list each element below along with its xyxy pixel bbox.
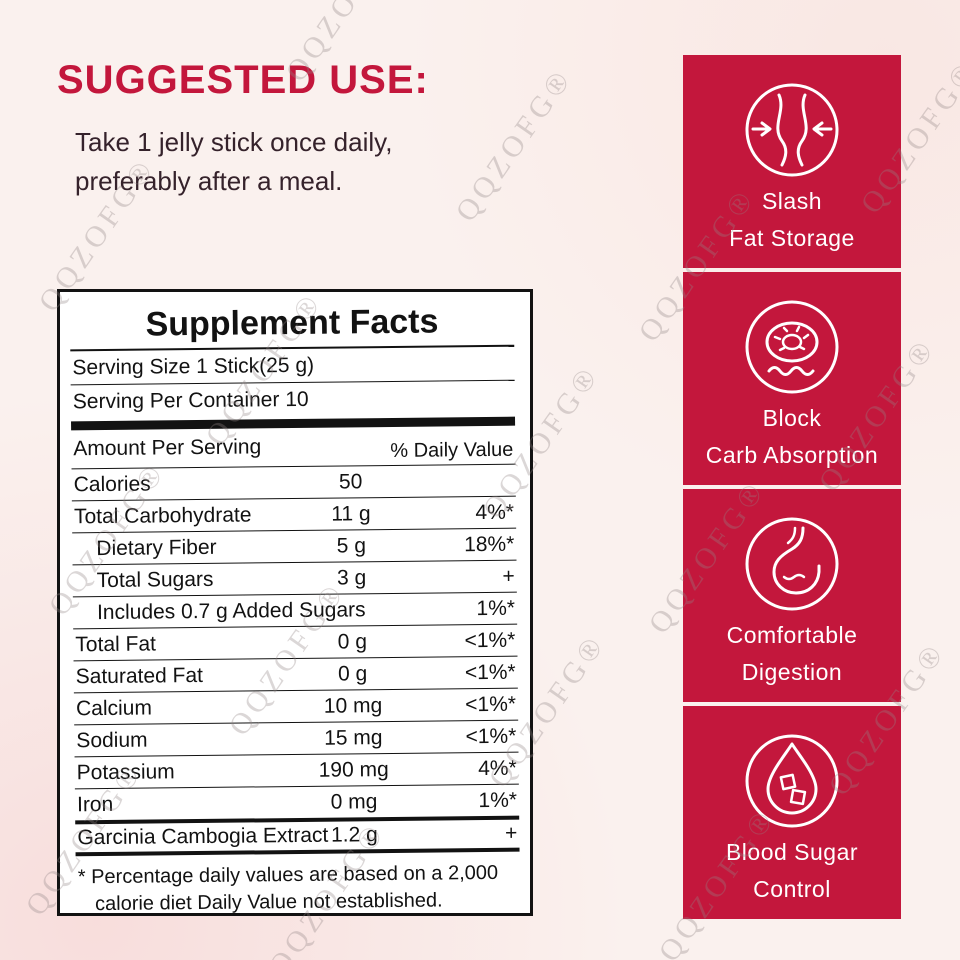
amount-per-serving-header: Amount Per Serving (73, 435, 262, 461)
suggested-use-text: Take 1 jelly stick once daily, preferabl… (57, 123, 617, 201)
table-row: Iron 0 mg 1%* (74, 783, 520, 821)
benefit-card-blood-sugar: Blood Sugar Control (683, 706, 901, 919)
table-row: Includes 0.7 g Added Sugars 1%* (72, 591, 518, 629)
nutrient-amount: 0 g (337, 629, 368, 654)
nutrition-rows: Calories 50 Total Carbohydrate 11 g 4%* Dieta… (71, 463, 520, 853)
table-header: Amount Per Serving % Daily Value (71, 428, 515, 469)
serving-size: Serving Size 1 Stick(25 g) (72, 353, 315, 380)
nutrient-name: Saturated Fat (75, 663, 204, 688)
suggested-use-title: SUGGESTED USE: (57, 58, 429, 102)
table-row: Total Fat 0 g <1%* (73, 623, 518, 661)
benefit-label-line1: Block (762, 405, 822, 431)
nutrient-daily-value: 4%* (475, 500, 515, 524)
nutrient-amount: 15 mg (324, 725, 383, 750)
stomach-icon (742, 514, 842, 614)
benefit-label-line2: Control (753, 876, 831, 902)
benefit-card-digestion: Comfortable Digestion (683, 489, 901, 702)
nutrient-daily-value: 18%* (464, 532, 515, 556)
table-row: Calories 50 (71, 463, 516, 501)
footnote-line1: * Percentage daily values are based on a… (77, 861, 499, 889)
nutrient-amount: 10 mg (323, 693, 383, 718)
nutrient-name: Total Fat (75, 631, 157, 656)
nutrient-amount: 190 mg (318, 757, 389, 782)
nutrient-daily-value: + (504, 821, 518, 845)
nutrient-daily-value: <1%* (465, 692, 517, 716)
footnote: * Percentage daily values are based on a… (75, 847, 521, 919)
benefit-card-fat-storage: Slash Fat Storage (683, 55, 901, 268)
nutrient-name: Includes 0.7 g Added Sugars (96, 597, 366, 624)
suggested-use-section: SUGGESTED USE: Take 1 jelly stick once d… (57, 58, 617, 201)
blood-drop-icon (742, 731, 842, 831)
nutrient-amount: 3 g (336, 565, 367, 590)
benefit-label-line1: Slash (761, 188, 823, 214)
slim-waist-icon (742, 80, 842, 180)
table-row: Total Carbohydrate 11 g 4%* (71, 495, 517, 533)
nutrient-name: Total Sugars (96, 567, 214, 592)
table-row: Sodium 15 mg <1%* (74, 719, 519, 757)
nutrient-amount: 50 (338, 469, 363, 494)
nutrient-name: Calcium (75, 696, 153, 720)
nutrient-daily-value: 1%* (476, 596, 516, 620)
supplement-facts-title: Supplement Facts (145, 302, 439, 344)
nutrient-daily-value: 1%* (478, 788, 518, 812)
benefits-column: Slash Fat Storage (683, 55, 901, 923)
supplement-facts-content: Supplement Facts Serving Size 1 Stick(25… (70, 300, 521, 919)
benefit-label-line1: Comfortable (726, 622, 858, 648)
table-row: Dietary Fiber 5 g 18%* (72, 527, 517, 565)
nutrient-amount: 5 g (336, 533, 367, 558)
table-row: Saturated Fat 0 g <1%* (73, 655, 518, 693)
nutrient-amount: 0 mg (330, 789, 378, 814)
nutrient-amount: 1.2 g (330, 823, 378, 847)
footnote-line2: calorie diet Daily Value not established… (94, 889, 443, 916)
nutrient-name: Iron (76, 792, 114, 816)
benefit-label-line2: Fat Storage (729, 225, 855, 251)
suggested-use-line2: preferably after a meal. (75, 166, 343, 196)
nutrient-amount: 0 g (337, 661, 368, 686)
supplement-facts-panel: Supplement Facts Serving Size 1 Stick(25… (57, 289, 533, 919)
donut-icon (742, 297, 842, 397)
nutrient-daily-value: 4%* (478, 756, 517, 780)
nutrient-name: Dietary Fiber (96, 535, 217, 560)
table-row: Garcinia Cambogia Extract 1.2 g + (75, 815, 520, 853)
servings-per-container: Serving Per Container 10 (72, 387, 309, 414)
table-row: Total Sugars 3 g + (72, 559, 517, 597)
nutrient-daily-value: <1%* (465, 724, 517, 748)
nutrient-name: Garcinia Cambogia Extract (77, 823, 329, 850)
nutrient-amount: 11 g (331, 501, 371, 526)
benefit-label-line1: Blood Sugar (725, 839, 859, 865)
benefit-card-carb-absorption: Block Carb Absorption (683, 272, 901, 485)
nutrient-name: Sodium (76, 728, 148, 752)
nutrient-name: Calories (73, 472, 151, 496)
table-row: Potassium 190 mg 4%* (74, 751, 519, 789)
nutrient-name: Potassium (76, 759, 175, 784)
benefit-label-line2: Carb Absorption (705, 442, 879, 468)
suggested-use-line1: Take 1 jelly stick once daily, (75, 127, 393, 157)
benefit-label-line2: Digestion (741, 659, 843, 685)
nutrient-daily-value: + (502, 564, 515, 588)
nutrient-daily-value: <1%* (464, 628, 516, 652)
nutrient-name: Total Carbohydrate (73, 502, 252, 528)
nutrient-daily-value: <1%* (464, 660, 516, 684)
table-row: Calcium 10 mg <1%* (73, 687, 519, 725)
daily-value-header: % Daily Value (390, 438, 514, 462)
